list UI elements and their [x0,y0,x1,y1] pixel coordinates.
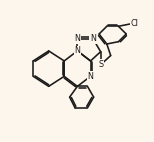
Text: Cl: Cl [131,19,138,28]
Text: N: N [74,34,80,43]
Text: N: N [74,46,80,55]
Text: N: N [90,34,96,43]
Text: S: S [98,60,103,69]
Text: N: N [88,72,93,81]
